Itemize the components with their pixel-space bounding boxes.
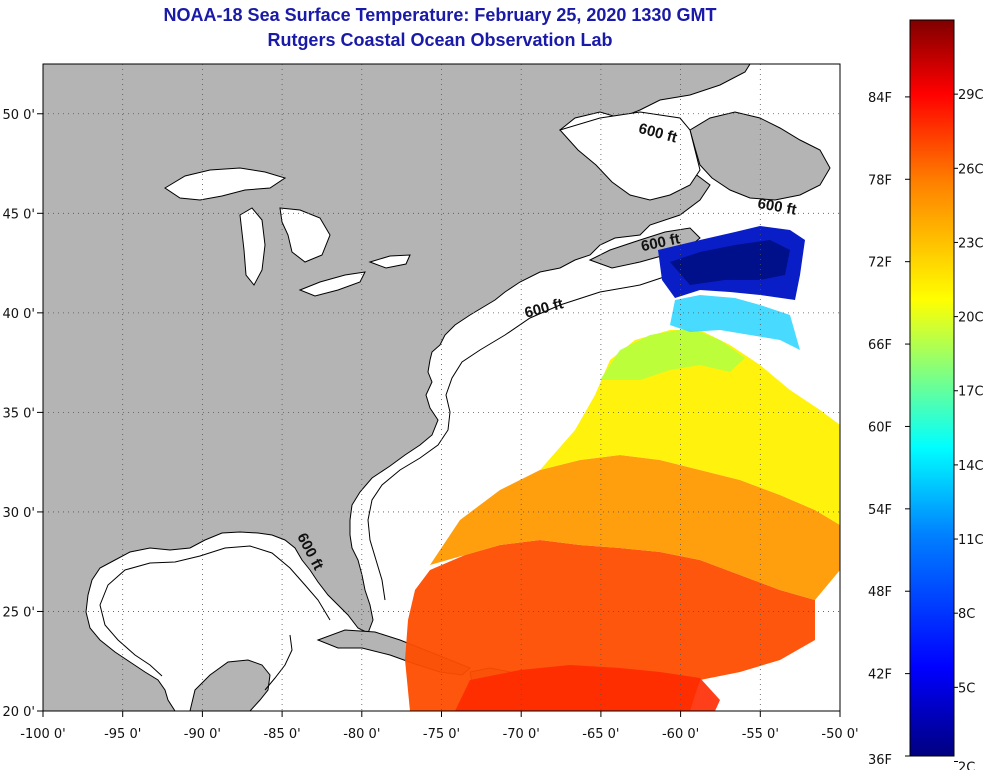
land-nova-scotia	[588, 227, 701, 269]
land-newfoundland	[689, 111, 831, 201]
x-tick-label: -65 0'	[582, 727, 619, 742]
colorbar-celsius-labels: 29C 26C 23C 20C 17C 14C 11C 8C 5C 2C	[954, 88, 984, 770]
sst-swath-cold-core	[670, 240, 790, 285]
x-tick-label: -80 0'	[343, 727, 380, 742]
sst-swath-layer	[405, 226, 840, 711]
land-north-america	[43, 64, 751, 711]
lake-ontario	[368, 254, 411, 269]
contour-600ft-atlantic	[367, 254, 701, 601]
lake-michigan	[239, 207, 266, 286]
colorbar-f-label: 78F	[868, 173, 892, 188]
colorbar	[909, 19, 955, 757]
colorbar-c-label: 8C	[958, 607, 975, 622]
colorbar-c-label: 26C	[958, 162, 984, 177]
colorbar-f-label: 84F	[868, 91, 892, 106]
x-tick-label: -95 0'	[104, 727, 141, 742]
colorbar-f-label: 66F	[868, 338, 892, 353]
colorbar-f-label: 54F	[868, 503, 892, 518]
colorbar-c-label: 20C	[958, 311, 984, 326]
y-axis: 50 0' 45 0' 40 0' 35 0' 30 0' 25 0' 20 0'	[2, 108, 43, 720]
contour-600ft-gulf-inner	[264, 634, 293, 691]
y-tick-label: 40 0'	[2, 307, 35, 322]
colorbar-c-label: 17C	[958, 385, 984, 400]
y-tick-label: 20 0'	[2, 705, 35, 720]
x-tick-label: -100 0'	[20, 727, 65, 742]
y-tick-label: 30 0'	[2, 506, 35, 521]
lake-huron	[279, 207, 331, 263]
x-tick-label: -75 0'	[423, 727, 460, 742]
colorbar-f-label: 42F	[868, 668, 892, 683]
x-tick-label: -85 0'	[263, 727, 300, 742]
colorbar-c-label: 23C	[958, 236, 984, 251]
x-tick-label: -90 0'	[184, 727, 221, 742]
contour-label-600ft: 600 ft	[756, 195, 798, 219]
y-tick-label: 50 0'	[2, 108, 35, 123]
x-axis: -100 0' -95 0' -90 0' -85 0' -80 0' -75 0' -70…	[20, 711, 859, 742]
y-tick-label: 45 0'	[2, 207, 35, 222]
lake-erie	[298, 271, 366, 297]
x-tick-label: -70 0'	[503, 727, 540, 742]
land-yucatan	[189, 659, 271, 711]
colorbar-fahrenheit-labels: 84F 78F 72F 66F 60F 54F 48F 42F 36F	[868, 91, 910, 768]
sst-swath-warm-south	[405, 540, 815, 711]
colorbar-f-label: 60F	[868, 420, 892, 435]
colorbar-c-label: 2C	[958, 760, 975, 770]
colorbar-f-label: 72F	[868, 256, 892, 271]
colorbar-c-label: 14C	[958, 459, 984, 474]
sst-swath-cyan	[670, 295, 800, 350]
map-subtitle: Rutgers Coastal Ocean Observation Lab	[267, 30, 613, 50]
colorbar-f-label: 36F	[868, 753, 892, 768]
colorbar-c-label: 11C	[958, 533, 984, 548]
sst-swath-orange	[430, 455, 840, 600]
colorbar-c-label: 5C	[958, 681, 975, 696]
colorbar-f-label: 48F	[868, 585, 892, 600]
y-tick-label: 35 0'	[2, 406, 35, 421]
map-title: NOAA-18 Sea Surface Temperature: Februar…	[163, 5, 717, 25]
y-tick-label: 25 0'	[2, 605, 35, 620]
x-tick-label: -60 0'	[662, 727, 699, 742]
x-tick-label: -55 0'	[742, 727, 779, 742]
sst-swath-green	[600, 328, 745, 380]
contour-600ft-gulf	[99, 545, 331, 677]
x-tick-label: -50 0'	[821, 727, 858, 742]
colorbar-c-label: 29C	[958, 88, 984, 103]
lake-superior	[164, 167, 287, 201]
